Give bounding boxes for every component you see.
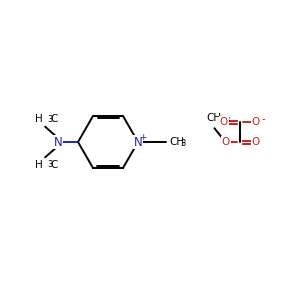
Text: -: -	[262, 114, 266, 124]
Text: O: O	[252, 137, 260, 147]
Text: CH: CH	[169, 137, 184, 147]
Text: 3: 3	[224, 116, 230, 125]
Text: H: H	[35, 114, 43, 124]
Text: N: N	[134, 136, 142, 148]
Text: 3: 3	[180, 140, 185, 148]
Text: O: O	[252, 117, 260, 127]
Text: 3: 3	[47, 115, 52, 124]
Text: C: C	[50, 160, 58, 170]
Text: O: O	[222, 137, 230, 147]
Text: CH: CH	[207, 113, 222, 123]
Text: 3: 3	[47, 160, 52, 169]
Text: C: C	[50, 114, 58, 124]
Text: N: N	[54, 136, 62, 148]
Text: +: +	[139, 133, 147, 142]
Text: H: H	[35, 160, 43, 170]
Text: O: O	[220, 117, 228, 127]
